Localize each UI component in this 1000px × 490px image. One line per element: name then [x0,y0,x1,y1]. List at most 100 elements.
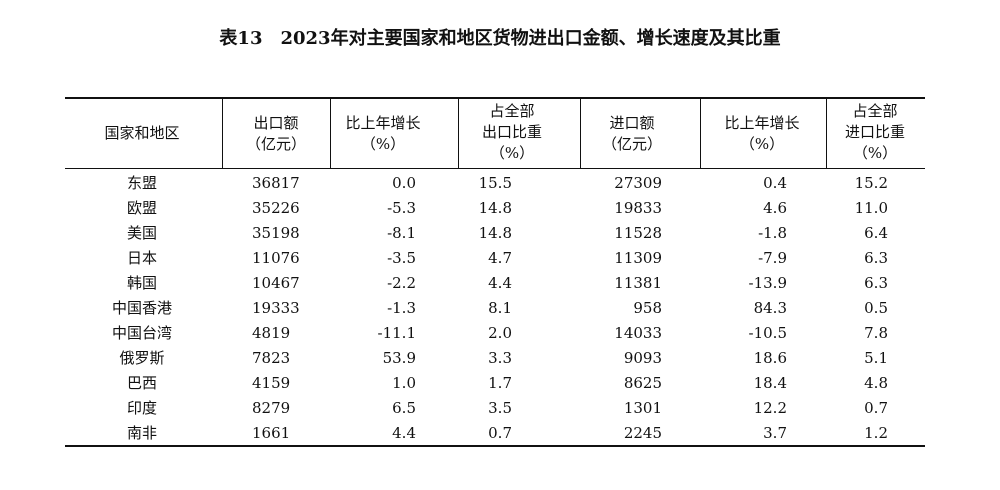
bottom-rule [65,445,925,447]
cell: 1.7 [488,374,512,392]
cell: 6.3 [864,249,888,267]
top-rule [65,97,925,99]
cell: 14.8 [478,224,512,242]
column-header: （%） [852,144,898,162]
column-header: （%） [360,135,406,153]
cell: 18.4 [753,374,787,392]
cell: -8.1 [387,224,416,242]
cell: 19833 [614,199,662,217]
cell: 4819 [252,324,291,342]
row-label: 日本 [126,249,157,267]
col-rule [330,99,331,168]
cell: 8.1 [488,299,512,317]
cell: 1.0 [392,374,416,392]
cell: 35226 [252,199,300,217]
cell: 9093 [623,349,662,367]
cell: 1301 [623,399,662,417]
row-label: 中国香港 [111,299,172,317]
cell: 4159 [252,374,291,392]
row-label: 东盟 [126,174,157,192]
cell: 8279 [252,399,291,417]
row-label: 巴西 [126,374,157,392]
cell: 4.4 [392,424,416,442]
col-rule [580,99,581,168]
cell: 19333 [252,299,300,317]
cell: -7.9 [758,249,787,267]
column-header: （亿元） [245,135,306,153]
cell: 84.3 [753,299,787,317]
cell: 14.8 [478,199,512,217]
cell: 5.1 [864,349,888,367]
cell: -1.8 [758,224,787,242]
cell: 27309 [614,174,662,192]
cell: 10467 [252,274,300,292]
cell: 36817 [252,174,300,192]
row-label: 欧盟 [126,199,157,217]
cell: -2.2 [387,274,416,292]
cell: 1.2 [864,424,888,442]
cell: 12.2 [753,399,787,417]
cell: 4.4 [488,274,512,292]
cell: 0.4 [763,174,787,192]
cell: 15.2 [854,174,888,192]
cell: 53.9 [382,349,416,367]
col-rule [826,99,827,168]
cell: 1661 [252,424,291,442]
cell: 4.6 [763,199,787,217]
column-header: 占全部 [852,102,898,120]
cell: 11528 [614,224,662,242]
cell: -11.1 [377,324,416,342]
cell: 35198 [252,224,300,242]
cell: 958 [633,299,662,317]
col-rule [700,99,701,168]
col-rule [222,99,223,168]
cell: 7823 [252,349,291,367]
cell: 0.7 [488,424,512,442]
cell: -10.5 [748,324,787,342]
cell: 11381 [614,274,662,292]
cell: 18.6 [753,349,787,367]
cell: -3.5 [387,249,416,267]
cell: 3.5 [488,399,512,417]
row-label: 南非 [126,424,157,442]
cell: 11.0 [854,199,888,217]
cell: 3.3 [488,349,512,367]
cell: 0.0 [392,174,416,192]
cell: 3.7 [763,424,787,442]
cell: -1.3 [387,299,416,317]
cell: 2.0 [488,324,512,342]
column-header: 占全部 [489,102,535,120]
cell: 4.8 [864,374,888,392]
cell: 4.7 [488,249,512,267]
row-label: 韩国 [126,274,157,292]
column-header: 国家和地区 [104,124,180,142]
column-header: 出口比重 [481,123,542,141]
column-header: 出口额 [253,114,299,132]
cell: 14033 [614,324,662,342]
cell: 2245 [623,424,662,442]
cell: 0.7 [864,399,888,417]
cell: -5.3 [387,199,416,217]
row-label: 中国台湾 [111,324,172,342]
row-label: 俄罗斯 [119,349,165,367]
col-rule [458,99,459,168]
column-header: 进口比重 [844,123,905,141]
row-label: 美国 [126,224,157,242]
column-header: （%） [489,144,535,162]
cell: 11076 [252,249,300,267]
column-header: （%） [739,135,785,153]
title: 表13 2023年对主要国家和地区货物进出口金额、增长速度及其比重 [219,28,781,49]
cell: 6.5 [392,399,416,417]
row-label: 印度 [126,399,157,417]
column-header: 比上年增长 [345,114,421,132]
column-header: 比上年增长 [724,114,800,132]
cell: 0.5 [864,299,888,317]
cell: 6.3 [864,274,888,292]
header-rule [65,168,925,169]
column-header: （亿元） [601,135,662,153]
cell: 7.8 [864,324,888,342]
cell: 8625 [623,374,662,392]
cell: 6.4 [864,224,888,242]
cell: -13.9 [748,274,787,292]
